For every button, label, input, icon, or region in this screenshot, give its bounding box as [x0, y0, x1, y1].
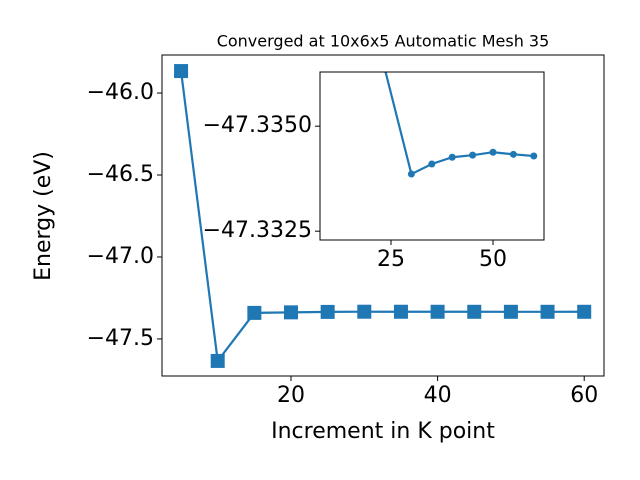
- x-tick-label: 25: [377, 247, 405, 272]
- plot-content: [384, 72, 538, 178]
- data-marker: [577, 304, 592, 319]
- data-marker: [530, 152, 538, 160]
- data-marker: [393, 304, 408, 319]
- data-marker: [469, 151, 477, 159]
- data-marker: [407, 170, 415, 178]
- x-tick-label: 40: [424, 383, 452, 408]
- data-marker: [489, 148, 497, 156]
- data-marker: [247, 305, 262, 320]
- x-tick-label: 50: [479, 247, 507, 272]
- y-tick-label: −46.5: [87, 162, 154, 187]
- data-marker: [509, 150, 517, 158]
- y-axis-label: Energy (eV): [31, 151, 56, 281]
- data-marker: [284, 305, 299, 320]
- data-marker: [210, 353, 225, 368]
- x-tick-label: 20: [277, 383, 305, 408]
- data-marker: [503, 304, 518, 319]
- chart-title: Converged at 10x6x5 Automatic Mesh 35: [217, 32, 550, 51]
- data-marker: [540, 304, 555, 319]
- y-tick-label: −47.0: [87, 244, 154, 269]
- data-marker: [430, 304, 445, 319]
- plot-content: [174, 64, 592, 368]
- plot-area: [320, 72, 544, 240]
- data-marker: [467, 304, 482, 319]
- y-tick-label: −47.5: [87, 326, 154, 351]
- y-tick-label: −46.0: [87, 80, 154, 105]
- y-tick-label: −47.3325: [203, 218, 312, 243]
- data-marker: [448, 153, 456, 161]
- data-marker: [357, 304, 372, 319]
- x-axis-label: Increment in K point: [271, 419, 495, 444]
- data-marker: [428, 160, 436, 168]
- data-marker: [174, 64, 189, 79]
- axes-frame: [319, 71, 545, 241]
- y-tick-label: −47.3350: [203, 113, 312, 138]
- data-marker: [320, 304, 335, 319]
- x-tick-label: 60: [570, 383, 598, 408]
- axes-frame: [161, 54, 605, 377]
